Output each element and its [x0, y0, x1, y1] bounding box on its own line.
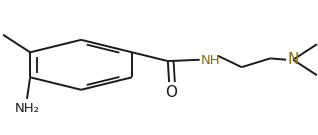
Text: NH₂: NH₂ [14, 102, 39, 115]
Text: NH: NH [201, 54, 221, 67]
Text: O: O [165, 85, 177, 100]
Text: N: N [287, 52, 299, 67]
